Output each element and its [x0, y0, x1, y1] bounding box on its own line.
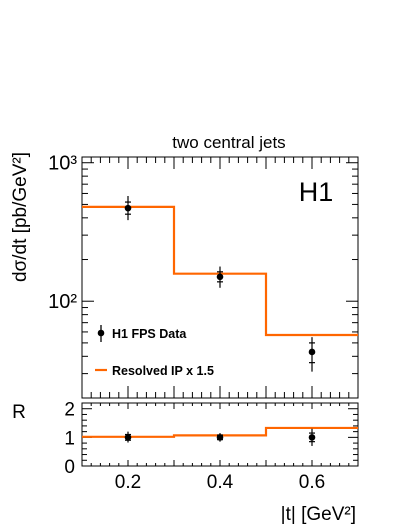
legend-marker-data: [97, 325, 105, 342]
x-tick-label: 0.2: [115, 472, 141, 493]
y-tick-label: 10²: [48, 291, 77, 313]
x-tick-label: 0.6: [299, 472, 325, 493]
experiment-label: H1: [299, 177, 334, 207]
y-tick-label: 2: [64, 400, 75, 421]
main-plot-area: [81, 156, 359, 399]
main-data-point: [216, 273, 224, 281]
ratio-plot-area: [81, 402, 359, 467]
main-data-point: [124, 204, 132, 212]
ratio-data-point: [308, 434, 316, 441]
legend: H1 FPS Data Resolved IP x 1.5: [95, 325, 214, 378]
ratio-data-point: [124, 434, 132, 441]
y-tick-label: 1: [64, 428, 75, 449]
ratio-data-point: [216, 434, 224, 441]
x-axis-label: |t| [GeV²]: [281, 504, 356, 525]
legend-label-data: H1 FPS Data: [112, 327, 187, 341]
legend-label-model: Resolved IP x 1.5: [112, 364, 214, 378]
main-data-point: [308, 348, 316, 356]
x-tick-label: 0.4: [207, 472, 234, 493]
main-y-axis-label: dσ/dt [pb/GeV²]: [10, 152, 31, 282]
y-tick-label: 10³: [48, 153, 77, 175]
y-tick-label: 0: [64, 457, 75, 478]
ratio-y-axis-label: R: [12, 402, 26, 423]
chart-title: two central jets: [172, 133, 285, 152]
